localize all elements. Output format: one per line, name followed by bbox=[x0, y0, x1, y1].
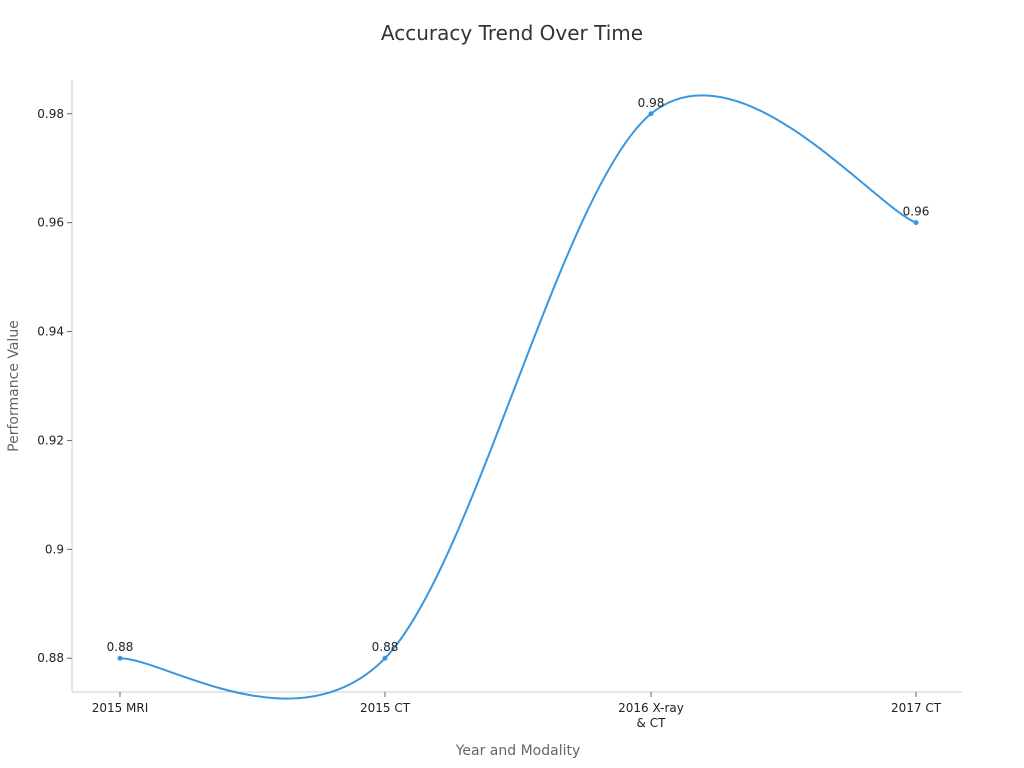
y-axis-ticks: 0.88 0.9 0.92 0.94 0.96 0.98 bbox=[37, 107, 72, 665]
y-axis-title: Performance Value bbox=[6, 320, 22, 452]
x-axis-title: Year and Modality bbox=[455, 743, 581, 759]
x-tick-label: 2015 MRI bbox=[92, 701, 149, 715]
y-tick-label: 0.98 bbox=[37, 107, 64, 121]
data-points bbox=[117, 111, 919, 661]
data-label: 0.88 bbox=[107, 640, 134, 654]
x-tick-label-line: 2015 MRI bbox=[92, 701, 149, 715]
x-tick-label: 2015 CT bbox=[360, 701, 411, 715]
x-tick-label-line: 2016 X-ray bbox=[618, 701, 684, 715]
data-point bbox=[913, 220, 919, 226]
y-tick-label: 0.92 bbox=[37, 433, 64, 447]
x-tick-label-line: 2017 CT bbox=[891, 701, 942, 715]
y-tick-label: 0.96 bbox=[37, 216, 64, 230]
y-tick-label: 0.88 bbox=[37, 651, 64, 665]
data-label: 0.98 bbox=[638, 96, 665, 110]
y-tick-label: 0.9 bbox=[45, 542, 64, 556]
chart-title: Accuracy Trend Over Time bbox=[381, 21, 643, 45]
x-tick-label: 2016 X-ray & CT bbox=[618, 701, 684, 730]
x-axis-ticks: 2015 MRI 2015 CT 2016 X-ray & CT 2017 CT bbox=[92, 692, 942, 730]
x-tick-label: 2017 CT bbox=[891, 701, 942, 715]
series-line bbox=[119, 94, 917, 700]
data-point bbox=[382, 655, 388, 661]
x-tick-label-line: 2015 CT bbox=[360, 701, 411, 715]
data-labels: 0.88 0.88 0.98 0.96 bbox=[107, 96, 930, 654]
x-tick-label-line: & CT bbox=[637, 716, 667, 730]
y-tick-label: 0.94 bbox=[37, 325, 64, 339]
data-label: 0.88 bbox=[372, 640, 399, 654]
data-point bbox=[117, 655, 123, 661]
data-label: 0.96 bbox=[903, 205, 930, 219]
data-point bbox=[648, 111, 654, 117]
